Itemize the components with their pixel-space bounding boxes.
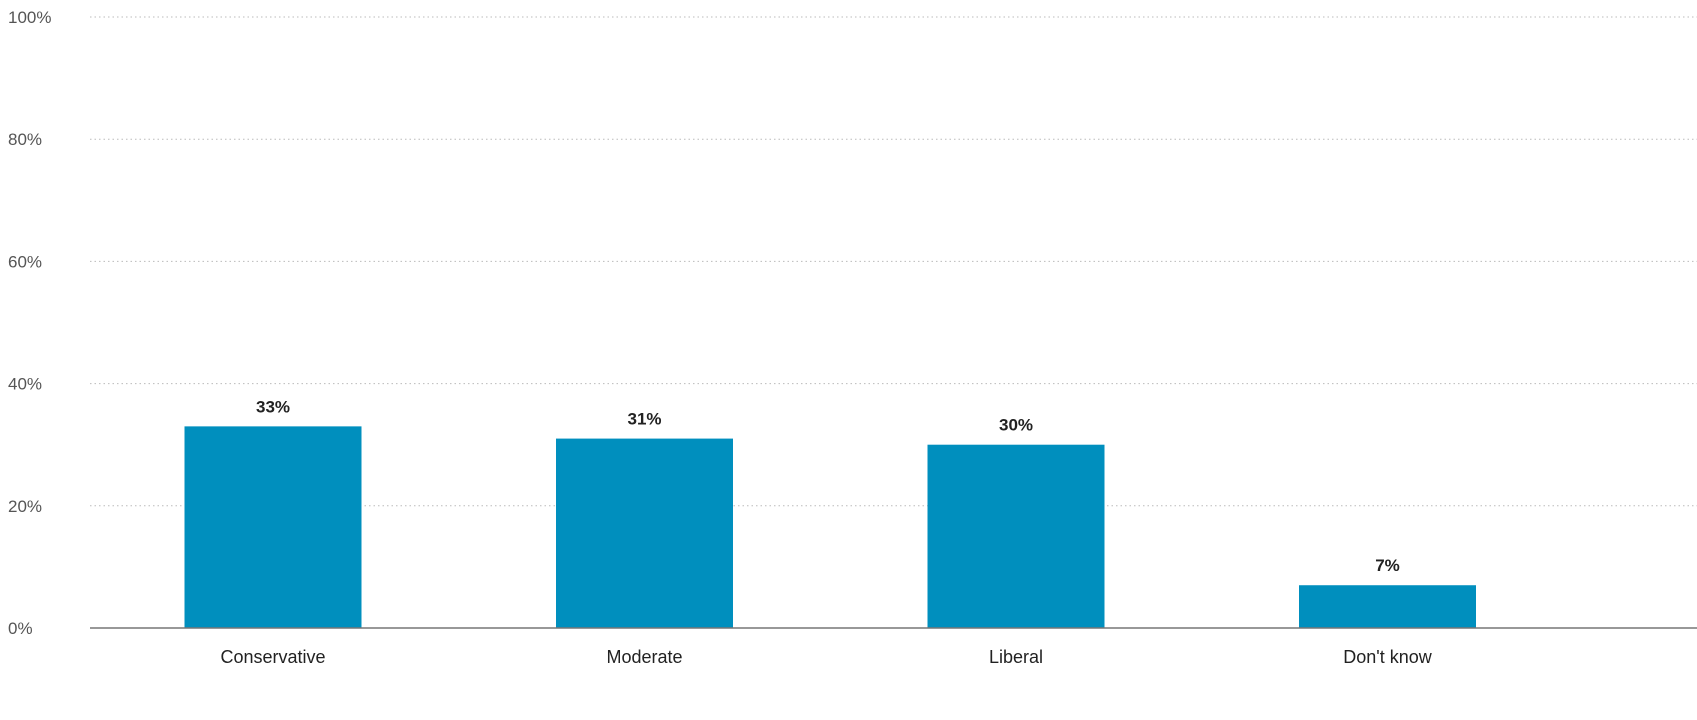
y-tick-label: 60% [8, 252, 42, 271]
bar [556, 438, 733, 628]
data-labels: 33% 31% 30% 7% [256, 397, 1400, 575]
data-label: 33% [256, 397, 290, 416]
data-label: 7% [1375, 556, 1400, 575]
y-tick-label: 80% [8, 130, 42, 149]
y-tick-label: 20% [8, 497, 42, 516]
bar [1299, 585, 1476, 628]
data-label: 30% [999, 416, 1033, 435]
category-label: Moderate [606, 647, 682, 667]
data-label: 31% [627, 410, 661, 429]
category-label: Don't know [1343, 647, 1432, 667]
bar [927, 444, 1105, 628]
bars [184, 426, 1476, 628]
bar [184, 426, 362, 628]
y-tick-label: 0% [8, 619, 33, 638]
category-label: Liberal [989, 647, 1043, 667]
y-axis-tick-labels: 0% 20% 40% 60% 80% 100% [8, 8, 51, 638]
y-tick-label: 100% [8, 8, 51, 27]
category-label: Conservative [220, 647, 325, 667]
y-tick-label: 40% [8, 375, 42, 394]
x-axis-category-labels: Conservative Moderate Liberal Don't know [220, 647, 1432, 667]
